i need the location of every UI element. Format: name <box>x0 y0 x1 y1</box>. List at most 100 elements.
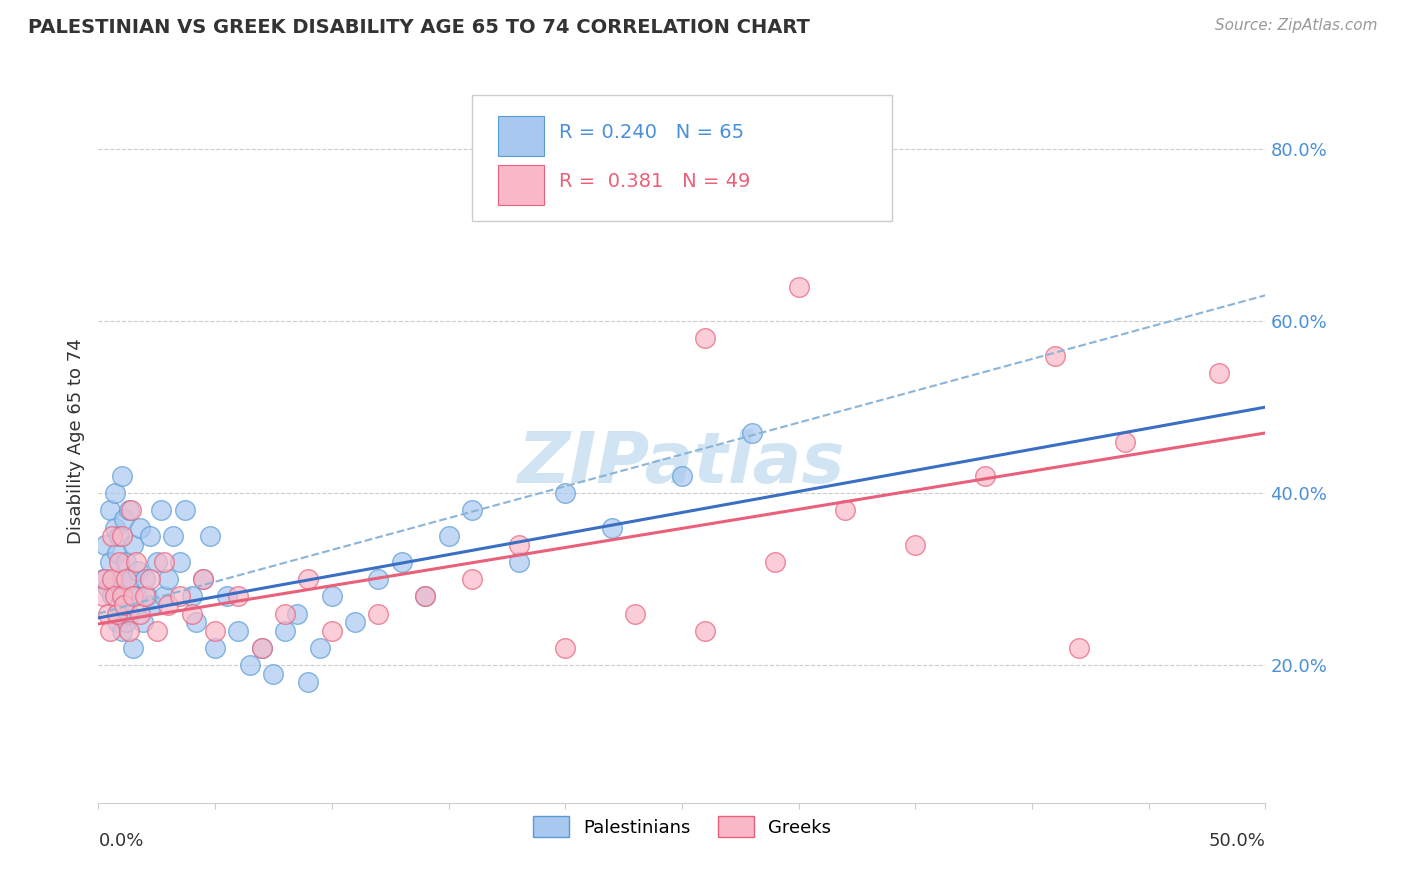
Point <box>91 572 114 586</box>
Point <box>136 590 159 604</box>
Point <box>834 503 856 517</box>
Point <box>344 615 367 630</box>
Point <box>169 590 191 604</box>
Bar <box>498 165 544 204</box>
Point <box>321 624 343 638</box>
Point <box>180 590 202 604</box>
Point <box>108 529 131 543</box>
Point <box>437 529 460 543</box>
Point <box>169 555 191 569</box>
Point <box>200 529 222 543</box>
Point <box>152 555 174 569</box>
Point <box>162 529 184 543</box>
Point <box>204 624 226 638</box>
Point <box>173 503 195 517</box>
Point <box>1208 366 1230 380</box>
Point <box>111 572 134 586</box>
Y-axis label: Disability Age 65 to 74: Disability Age 65 to 74 <box>66 339 84 544</box>
Point <box>125 590 148 604</box>
Point <box>367 572 389 586</box>
Point <box>695 331 717 345</box>
Point <box>104 520 127 534</box>
Point <box>108 598 131 612</box>
Point <box>152 590 174 604</box>
Bar <box>498 116 544 156</box>
Point <box>150 503 173 517</box>
Point <box>1114 434 1136 449</box>
Point <box>508 555 530 569</box>
Point <box>91 590 114 604</box>
Point <box>600 520 623 534</box>
Point <box>98 555 121 569</box>
Point <box>122 538 145 552</box>
Point <box>274 607 297 621</box>
Point <box>146 555 169 569</box>
Point <box>112 598 135 612</box>
Point <box>118 503 141 517</box>
Text: Source: ZipAtlas.com: Source: ZipAtlas.com <box>1215 18 1378 33</box>
Point <box>98 503 121 517</box>
Point <box>204 640 226 655</box>
Point <box>1067 640 1090 655</box>
Point <box>193 572 215 586</box>
Point <box>139 572 162 586</box>
Point <box>624 607 647 621</box>
Point <box>101 590 124 604</box>
Point <box>112 512 135 526</box>
Point <box>134 590 156 604</box>
Text: 50.0%: 50.0% <box>1209 831 1265 850</box>
Point <box>105 615 128 630</box>
Point <box>193 572 215 586</box>
Point <box>1045 349 1067 363</box>
Point <box>157 598 180 612</box>
Text: R =  0.381   N = 49: R = 0.381 N = 49 <box>560 172 751 191</box>
Point <box>787 279 810 293</box>
Point <box>367 607 389 621</box>
Point <box>157 572 180 586</box>
Point <box>129 520 152 534</box>
Point <box>94 538 117 552</box>
Point <box>120 572 142 586</box>
Point <box>105 546 128 560</box>
Point <box>741 425 763 440</box>
Point <box>554 640 576 655</box>
Point <box>297 675 319 690</box>
Point <box>763 555 786 569</box>
Point <box>146 624 169 638</box>
Point <box>115 555 138 569</box>
Point <box>118 624 141 638</box>
Point <box>104 590 127 604</box>
Point <box>134 572 156 586</box>
Point <box>413 590 436 604</box>
Point <box>132 615 155 630</box>
Text: ZIPatlas: ZIPatlas <box>519 429 845 498</box>
Point <box>461 572 484 586</box>
Point <box>695 624 717 638</box>
Point <box>904 538 927 552</box>
Point <box>98 624 121 638</box>
Legend: Palestinians, Greeks: Palestinians, Greeks <box>526 809 838 845</box>
Point <box>285 607 308 621</box>
Point <box>101 529 124 543</box>
Point <box>413 590 436 604</box>
Point <box>111 624 134 638</box>
Point <box>228 624 250 638</box>
Point <box>461 503 484 517</box>
Text: R = 0.240   N = 65: R = 0.240 N = 65 <box>560 123 745 142</box>
Point <box>122 640 145 655</box>
Point <box>118 607 141 621</box>
Point <box>112 590 135 604</box>
Point <box>508 538 530 552</box>
Point <box>108 555 131 569</box>
Point <box>122 590 145 604</box>
Point <box>101 572 124 586</box>
Point <box>125 555 148 569</box>
Point <box>104 486 127 500</box>
Point <box>321 590 343 604</box>
Point <box>129 607 152 621</box>
Point <box>215 590 238 604</box>
Point <box>97 581 120 595</box>
Point <box>115 572 138 586</box>
Point <box>111 529 134 543</box>
Point <box>228 590 250 604</box>
